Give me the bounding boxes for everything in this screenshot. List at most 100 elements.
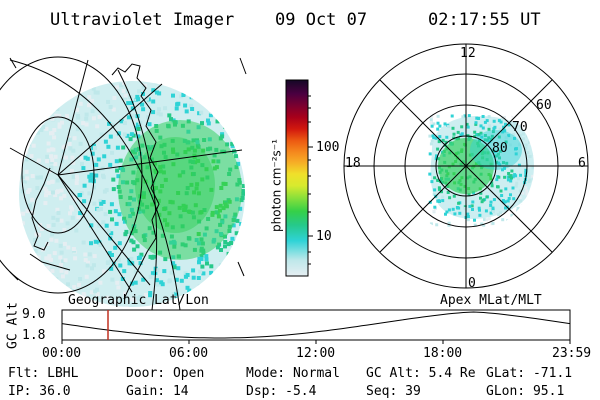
aurora-pixel	[519, 213, 523, 217]
aurora-pixel	[96, 157, 101, 162]
aurora-pixel	[508, 143, 512, 147]
aurora-pixel	[56, 210, 61, 215]
aurora-pixel	[33, 280, 38, 285]
aurora-pixel	[466, 125, 470, 129]
aurora-pixel	[97, 114, 102, 119]
aurora-pixel	[56, 189, 60, 194]
aurora-pixel	[124, 88, 129, 93]
aurora-pixel	[225, 124, 230, 129]
aurora-pixel	[197, 111, 202, 116]
geo-edge-ticks	[9, 57, 247, 281]
aurora-pixel	[430, 124, 434, 128]
aurora-pixel	[74, 228, 79, 233]
aurora-pixel	[41, 115, 46, 120]
aurora-pixel	[456, 130, 460, 134]
aurora-pixel	[428, 134, 432, 138]
aurora-pixel	[527, 222, 531, 226]
aurora-pixel	[119, 83, 124, 88]
aurora-pixel	[55, 178, 60, 183]
aurora-pixel	[230, 114, 235, 119]
aurora-pixel	[25, 209, 30, 214]
aurora-pixel	[148, 293, 153, 298]
aurora-pixel	[84, 122, 89, 127]
aurora-pixel	[448, 196, 452, 200]
aurora-pixel	[83, 258, 88, 263]
aurora-pixel	[148, 291, 153, 295]
aurora-pixel	[506, 219, 510, 223]
aurora-pixel	[106, 229, 111, 234]
geo-grid-meridian-3	[57, 59, 89, 176]
aurora-pixel	[491, 210, 495, 214]
aurora-pixel	[132, 247, 137, 252]
aurora-pixel	[467, 114, 471, 118]
aurora-pixel	[88, 178, 93, 183]
aurora-pixel	[485, 195, 489, 199]
aurora-pixel	[111, 107, 116, 112]
aurora-pixel	[474, 121, 478, 125]
aurora-pixel	[531, 174, 534, 178]
aurora-pixel	[96, 168, 101, 173]
aurora-pixel	[159, 280, 164, 285]
aurora-pixel	[181, 93, 186, 97]
aurora-pixel	[479, 191, 483, 195]
aurora-pixel	[500, 194, 504, 197]
aurora-pixel	[38, 112, 43, 117]
aurora-pixel	[167, 113, 172, 118]
altitude-xtick-1200: 12:00	[296, 346, 336, 361]
aurora-pixel	[128, 137, 133, 142]
aurora-pixel	[102, 269, 106, 274]
aurora-pixel	[237, 112, 242, 117]
aurora-pixel	[234, 154, 238, 159]
aurora-pixel	[62, 193, 67, 198]
aurora-pixel	[89, 223, 94, 228]
aurora-pixel	[54, 113, 59, 118]
aurora-pixel	[20, 271, 25, 276]
aurora-pixel	[485, 218, 489, 222]
aurora-pixel	[514, 147, 518, 151]
aurora-pixel	[196, 276, 201, 280]
aurora-pixel	[473, 134, 477, 138]
aurora-pixel	[156, 107, 161, 112]
aurora-pixel	[59, 196, 63, 201]
aurora-pixel	[537, 209, 540, 212]
aurora-pixel	[529, 141, 533, 145]
aurora-pixel	[125, 133, 130, 138]
aurora-pixel	[47, 278, 52, 283]
aurora-pixel	[191, 275, 196, 280]
aurora-pixel	[477, 117, 480, 120]
geo-grid-polar-circle	[21, 116, 95, 234]
aurora-pixel	[91, 116, 96, 121]
aurora-pixel	[504, 136, 508, 140]
aurora-pixel	[433, 205, 437, 209]
aurora-pixel	[532, 194, 534, 198]
aurora-pixel	[530, 213, 534, 217]
aurora-pixel	[146, 115, 151, 120]
aurora-pixel	[189, 85, 193, 90]
aurora-pixel	[33, 238, 37, 242]
aurora-pixel	[106, 144, 111, 149]
aurora-pixel	[36, 158, 41, 163]
aurora-pixel	[68, 211, 72, 216]
aurora-pixel	[57, 113, 62, 118]
aurora-pixel	[69, 205, 74, 210]
aurora-pixel	[242, 293, 245, 298]
aurora-pixel	[162, 269, 167, 274]
aurora-pixel	[49, 304, 54, 307]
aurora-pixel	[45, 159, 50, 164]
info-gc-alt: GC Alt: 5.4 Re	[366, 366, 476, 381]
aurora-pixel	[95, 292, 100, 297]
aurora-pixel	[463, 206, 467, 210]
info-ip: IP: 36.0	[8, 384, 71, 399]
aurora-pixel	[30, 197, 35, 202]
aurora-pixel	[115, 168, 120, 173]
aurora-pixel	[21, 211, 26, 216]
aurora-pixel	[512, 125, 516, 129]
aurora-pixel	[197, 260, 201, 265]
aurora-pixel	[179, 278, 184, 283]
aurora-pixel	[50, 190, 55, 195]
aurora-pixel	[174, 277, 179, 282]
aurora-pixel	[465, 122, 469, 126]
aurora-pixel	[27, 203, 32, 208]
aurora-pixel	[238, 287, 243, 292]
aurora-pixel	[235, 218, 240, 223]
